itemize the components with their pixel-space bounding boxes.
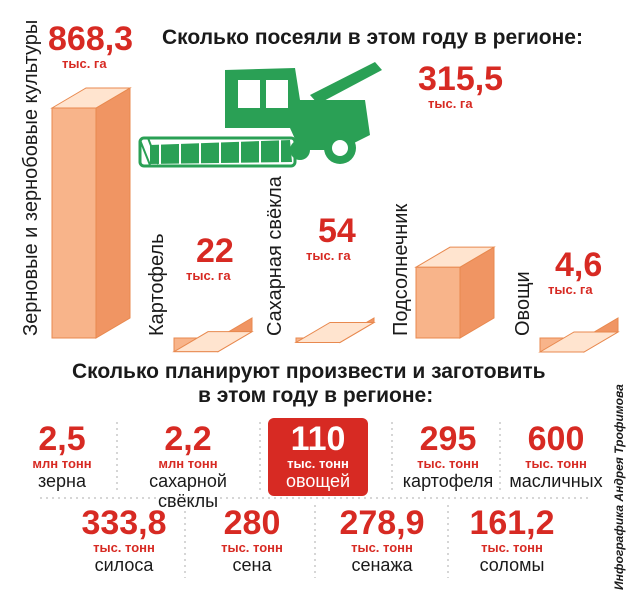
unit-label-potato: тыс. га (186, 268, 231, 283)
stat-unit: тыс. тонн (221, 540, 283, 555)
production-title-line1: Сколько планируют произвести и заготовит… (72, 360, 546, 383)
value-label-grain: 868,3 (48, 20, 134, 58)
bar-front-grain (51, 107, 97, 339)
stat-label: сенажа (351, 555, 413, 575)
stat-unit: тыс. тонн (481, 540, 543, 555)
bar-top-beet (294, 321, 376, 343)
category-label-potato: Картофель (146, 233, 168, 336)
value-label-sunflower: 315,5 (418, 60, 504, 98)
unit-label-beet: тыс. га (306, 248, 351, 263)
stat-label: силоса (94, 555, 154, 575)
stat-value: 295 (419, 420, 477, 458)
stat-unit: тыс. тонн (351, 540, 413, 555)
stat-unit: тыс. тонн (93, 540, 155, 555)
production-title-line2: в этом году в регионе: (198, 384, 434, 407)
stat-value: 280 (223, 504, 281, 542)
stat-straw: 161,2 тыс. тонн соломы (456, 506, 568, 575)
bar-group (50, 87, 620, 353)
value-label-beet: 54 (318, 212, 356, 250)
stat-value: 2,5 (38, 420, 86, 458)
category-label-sunflower: Подсолнечник (390, 203, 412, 336)
bar-side-grain (95, 87, 131, 339)
stat-label: сахарной свёклы (149, 471, 227, 511)
stat-grain: 2,5 млн тонн зерна (22, 422, 102, 491)
stat-unit: млн тонн (32, 456, 92, 471)
bar-top-sunflower (414, 246, 496, 268)
stat-sugar-beet: 2,2 млн тонн сахарной свёклы (118, 422, 258, 511)
stat-value: 161,2 (469, 504, 555, 542)
stat-unit: млн тонн (158, 456, 218, 471)
bar-front-sunflower (415, 266, 461, 339)
stat-unit: тыс. тонн (525, 456, 587, 471)
stat-value: 110 (290, 420, 346, 458)
stat-label: овощей (285, 471, 351, 491)
stat-value: 2,2 (164, 420, 212, 458)
stat-value: 333,8 (81, 504, 167, 542)
stat-label: соломы (479, 555, 545, 575)
category-label-vegetables: Овощи (512, 271, 534, 336)
credit-label: Инфографика Андрея Трофимова (612, 384, 626, 590)
stat-silage: 333,8 тыс. тонн силоса (68, 506, 180, 575)
chart-title: Сколько посеяли в этом году в регионе: (162, 26, 583, 49)
stat-potato: 295 тыс. тонн картофеля (398, 422, 498, 491)
value-label-potato: 22 (196, 232, 234, 270)
stat-label: зерна (37, 471, 87, 491)
category-label-beet: Сахарная свёкла (264, 176, 286, 336)
stat-unit: тыс. тонн (287, 456, 349, 471)
bar-top-vegetables (538, 331, 620, 353)
stat-value: 278,9 (339, 504, 425, 542)
stat-unit: тыс. тонн (417, 456, 479, 471)
unit-label-grain: тыс. га (62, 56, 107, 71)
category-label-grain: Зерновые и зернобовые культуры (20, 19, 42, 336)
combine-harvester-icon (138, 62, 382, 168)
stat-value: 600 (527, 420, 585, 458)
bar-top-grain (50, 87, 132, 109)
stat-vegetables-highlight: 110 тыс. тонн овощей (268, 418, 368, 496)
stat-haylage: 278,9 тыс. тонн сенажа (322, 506, 442, 575)
stat-label: масличных (509, 471, 603, 491)
stat-label: сена (232, 555, 272, 575)
stat-oilseeds: 600 тыс. тонн масличных (508, 422, 604, 491)
unit-label-sunflower: тыс. га (428, 96, 473, 111)
bar-top-potato (172, 331, 254, 353)
stat-label: картофеля (402, 471, 494, 491)
value-label-vegetables: 4,6 (555, 246, 603, 284)
unit-label-vegetables: тыс. га (548, 282, 593, 297)
stat-hay: 280 тыс. тонн сена (196, 506, 308, 575)
